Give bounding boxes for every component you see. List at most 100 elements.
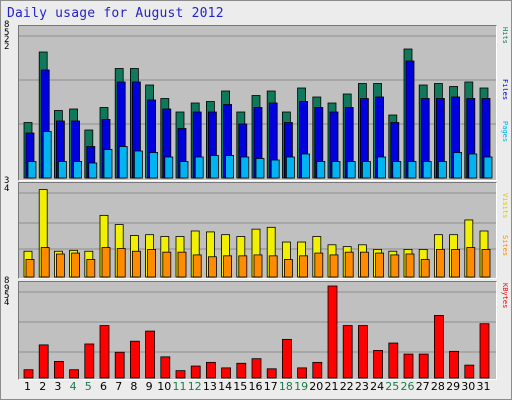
legend-files: Files [501,79,508,101]
bar-sites-29 [451,249,461,278]
bar-pages-29 [453,152,463,179]
y-label-bottom-1: 8 [4,276,10,286]
bar-pages-24 [377,156,387,179]
bar-sites-19 [299,255,309,278]
bar-pages-10 [164,156,174,179]
bar-pages-9 [149,152,159,179]
x-tick-label-6: 6 [100,380,107,393]
bar-pages-4 [73,161,82,179]
bar-sites-8 [132,250,141,278]
bar-kbytes-26 [403,353,414,379]
bar-kbytes-5 [84,343,95,379]
bar-sites-13 [207,256,217,278]
bar-sites-1 [25,259,35,278]
bar-kbytes-10 [160,356,171,379]
bar-kbytes-14 [221,367,232,379]
bar-kbytes-28 [433,315,444,379]
x-tick-label-24: 24 [370,380,384,393]
bar-kbytes-1 [23,369,34,379]
bar-kbytes-29 [449,350,460,379]
bar-kbytes-27 [418,353,429,379]
bar-kbytes-15 [236,362,247,379]
bar-sites-21 [329,254,339,278]
bar-sites-10 [162,251,172,278]
bar-pages-28 [437,161,447,179]
x-tick-label-4: 4 [70,380,77,393]
x-tick-label-16: 16 [249,380,263,393]
x-tick-label-12: 12 [188,380,202,393]
x-tick-label-22: 22 [340,380,354,393]
y-label-bottom-2: 9 [4,284,10,294]
bar-kbytes-19 [297,367,308,379]
y-label-top-3: 2 [4,35,10,45]
x-tick-label-7: 7 [115,380,122,393]
bar-pages-21 [331,161,341,179]
visits-sites-panel [18,182,497,279]
kbytes-chart [19,285,496,379]
bar-kbytes-4 [69,369,79,379]
bar-pages-15 [240,156,250,179]
x-tick-label-2: 2 [39,380,46,393]
x-tick-label-13: 13 [203,380,217,393]
bar-pages-12 [194,156,204,179]
y-label-mid-1: 3 [4,176,10,186]
bar-sites-31 [481,249,491,278]
bar-pages-27 [422,161,432,179]
bar-pages-17 [270,159,280,179]
bar-sites-2 [40,247,50,278]
x-tick-label-26: 26 [401,380,415,393]
hits-files-pages-panel [18,25,497,181]
kbytes-panel [18,281,497,380]
bar-pages-11 [179,161,189,179]
bar-sites-18 [283,259,293,278]
y-label-bottom-3: 5 [4,291,10,301]
bar-sites-17 [268,255,278,278]
x-tick-label-23: 23 [355,380,369,393]
bar-pages-25 [392,161,402,179]
bar-kbytes-12 [190,365,201,379]
bar-sites-9 [147,249,157,278]
x-tick-label-31: 31 [477,380,491,393]
bar-pages-13 [209,155,219,179]
bar-kbytes-21 [327,285,338,379]
bar-kbytes-9 [145,330,155,379]
bar-pages-19 [301,153,311,179]
bar-pages-26 [407,161,417,179]
x-tick-label-8: 8 [130,380,137,393]
y-label-top-2: 5 [4,28,10,38]
bar-kbytes-30 [464,364,475,379]
bar-sites-14 [223,255,233,278]
x-tick-label-21: 21 [325,380,339,393]
x-tick-label-17: 17 [264,380,278,393]
x-tick-label-20: 20 [309,380,323,393]
bar-sites-27 [420,259,430,278]
bar-files-26 [405,60,415,179]
x-tick-label-10: 10 [157,380,171,393]
bar-kbytes-13 [205,361,216,379]
legend-kbytes: KBytes [501,283,508,309]
bar-kbytes-7 [114,351,125,379]
y-label-top-1: 8 [4,20,10,30]
y-label-mid-2: 4 [4,184,10,194]
bar-kbytes-20 [312,361,323,379]
bar-pages-16 [255,158,265,179]
bar-pages-7 [118,146,128,179]
bar-sites-12 [192,254,202,278]
chart-title: Daily usage for August 2012 [7,6,224,21]
x-tick-label-11: 11 [173,380,187,393]
bar-sites-11 [177,251,187,278]
bar-kbytes-16 [251,358,262,379]
bar-pages-5 [88,162,98,179]
bar-sites-22 [344,251,354,278]
bar-sites-3 [56,253,65,278]
y-label-bottom-4: 4 [4,298,10,308]
bar-sites-5 [86,259,96,278]
bar-kbytes-22 [342,325,353,379]
bar-sites-30 [466,247,476,278]
bar-pages-2 [42,131,52,179]
bar-sites-28 [435,249,445,278]
y-label-top-4: 2 [4,42,10,52]
bar-kbytes-31 [479,323,490,379]
bar-pages-8 [134,150,143,179]
bar-kbytes-25 [388,342,399,379]
